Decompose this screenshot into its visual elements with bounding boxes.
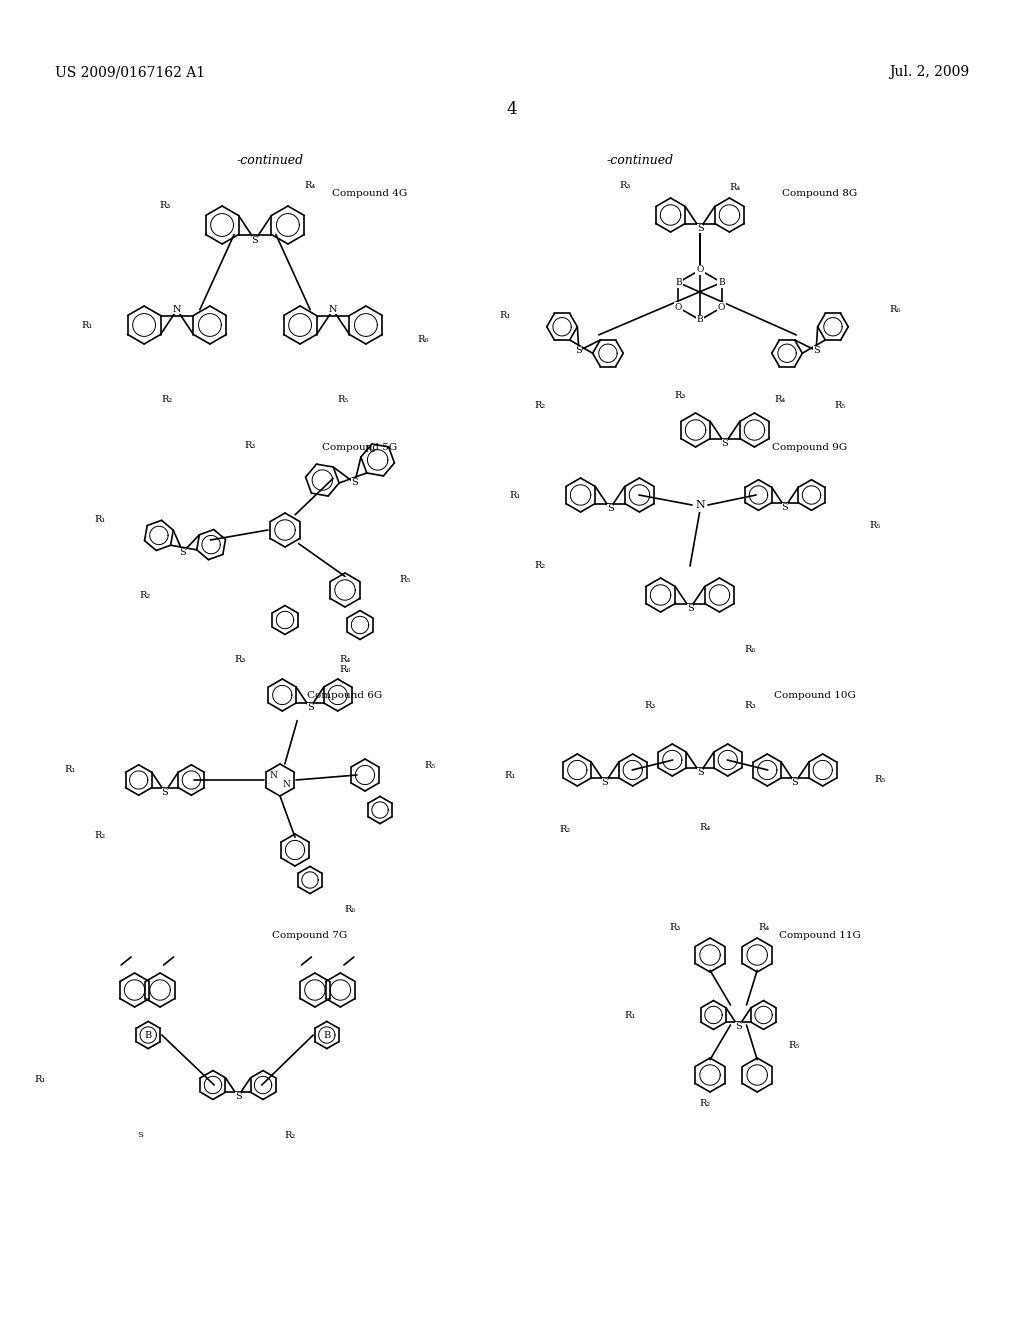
Text: 4: 4: [507, 102, 517, 119]
Text: R₃: R₃: [644, 701, 655, 710]
Text: S: S: [606, 504, 613, 513]
Text: R₆: R₆: [339, 665, 350, 675]
Text: R₁: R₁: [81, 321, 92, 330]
Text: Compound 4G: Compound 4G: [333, 189, 408, 198]
Text: R₅: R₅: [788, 1040, 800, 1049]
Text: R₂: R₂: [699, 1098, 711, 1107]
Text: R₄: R₄: [339, 656, 350, 664]
Text: N: N: [283, 780, 291, 789]
Text: N: N: [695, 500, 705, 510]
Text: R₁: R₁: [65, 766, 76, 775]
Text: R₆: R₆: [418, 335, 429, 345]
Text: N: N: [269, 771, 278, 780]
Text: R₁: R₁: [625, 1011, 636, 1019]
Text: R₃: R₃: [675, 391, 686, 400]
Text: S: S: [351, 478, 358, 487]
Text: R₆: R₆: [889, 305, 901, 314]
Text: S: S: [306, 704, 313, 713]
Text: S: S: [234, 1092, 242, 1101]
Text: N: N: [173, 305, 181, 314]
Text: S: S: [792, 779, 799, 787]
Text: R₄: R₄: [774, 396, 785, 404]
Text: O: O: [718, 304, 725, 312]
Text: R₁: R₁: [509, 491, 520, 499]
Text: S: S: [813, 346, 819, 355]
Text: Compound 10G: Compound 10G: [774, 690, 856, 700]
Text: R₄: R₄: [729, 182, 740, 191]
Text: R₅: R₅: [835, 400, 846, 409]
Text: N: N: [329, 305, 337, 314]
Text: S: S: [687, 605, 693, 612]
Text: R₅: R₅: [874, 776, 886, 784]
Text: Compound 9G: Compound 9G: [772, 442, 848, 451]
Text: R₄: R₄: [304, 181, 315, 190]
Text: S: S: [722, 440, 728, 447]
Text: R₁: R₁: [94, 516, 105, 524]
Text: S: S: [137, 1131, 143, 1139]
Text: B: B: [719, 279, 725, 286]
Text: S: S: [781, 503, 788, 512]
Text: S: S: [696, 768, 703, 777]
Text: R₂: R₂: [535, 400, 546, 409]
Text: -continued: -continued: [237, 153, 303, 166]
Text: S: S: [575, 346, 583, 355]
Text: B: B: [144, 1031, 152, 1040]
Text: Compound 6G: Compound 6G: [307, 690, 383, 700]
Text: R₄: R₄: [759, 923, 770, 932]
Text: R₃: R₃: [744, 701, 756, 710]
Text: R₃: R₃: [620, 181, 631, 190]
Text: Compound 8G: Compound 8G: [782, 189, 858, 198]
Text: S: S: [162, 788, 168, 797]
Text: B: B: [696, 315, 703, 325]
Text: R₃: R₃: [670, 923, 681, 932]
Text: R₅: R₅: [337, 396, 348, 404]
Text: R₁: R₁: [35, 1076, 46, 1085]
Text: R₂: R₂: [94, 830, 105, 840]
Text: R₂: R₂: [559, 825, 570, 834]
Text: R₃: R₃: [245, 441, 256, 450]
Text: Compound 7G: Compound 7G: [272, 931, 347, 940]
Text: S: S: [179, 548, 186, 557]
Text: -continued: -continued: [606, 153, 674, 166]
Text: R₃: R₃: [160, 201, 171, 210]
Text: R₄: R₄: [699, 824, 711, 833]
Text: R₅: R₅: [399, 576, 411, 585]
Text: Compound 11G: Compound 11G: [779, 931, 861, 940]
Text: S: S: [602, 779, 608, 787]
Text: S: S: [735, 1022, 741, 1031]
Text: R₆: R₆: [344, 906, 355, 915]
Text: R₆: R₆: [744, 645, 756, 655]
Text: B: B: [324, 1031, 331, 1040]
Text: R₂: R₂: [535, 561, 546, 569]
Text: Compound 5G: Compound 5G: [323, 442, 397, 451]
Text: R₅: R₅: [424, 760, 435, 770]
Text: R₂: R₂: [285, 1130, 296, 1139]
Text: Jul. 2, 2009: Jul. 2, 2009: [889, 65, 969, 79]
Text: US 2009/0167162 A1: US 2009/0167162 A1: [55, 65, 205, 79]
Text: R₂: R₂: [162, 396, 173, 404]
Text: R₂: R₂: [139, 590, 151, 599]
Text: B: B: [675, 279, 682, 286]
Text: S: S: [252, 236, 258, 244]
Text: O: O: [696, 265, 703, 275]
Text: R₅: R₅: [869, 520, 881, 529]
Text: R₁: R₁: [505, 771, 516, 780]
Text: S: S: [696, 224, 703, 234]
Text: R₁: R₁: [500, 310, 511, 319]
Text: R₄: R₄: [365, 446, 376, 454]
Text: R₃: R₃: [234, 656, 246, 664]
Text: O: O: [675, 304, 682, 312]
